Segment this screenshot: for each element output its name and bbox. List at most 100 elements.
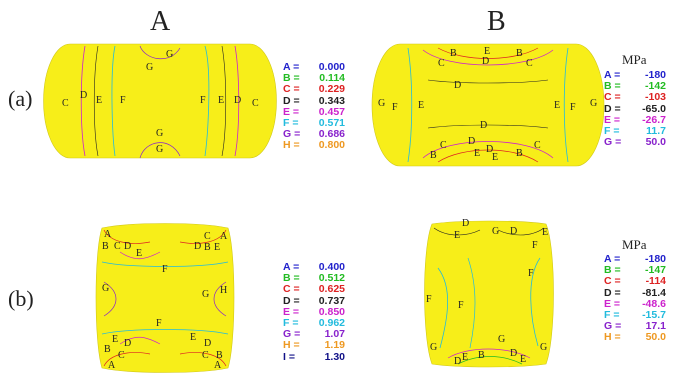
contour-letter: E bbox=[136, 248, 142, 259]
contour-letter: G bbox=[156, 144, 163, 155]
contour-letter: F bbox=[426, 294, 432, 305]
legend-row: H = 0.800 bbox=[283, 139, 345, 152]
legend-row: D = 0.343 bbox=[283, 94, 345, 107]
contour-letter: B bbox=[430, 150, 437, 161]
legend-row: E = -26.7 bbox=[604, 113, 666, 126]
contour-letter: G bbox=[146, 62, 153, 73]
legend-row: C = 0.229 bbox=[283, 83, 345, 96]
legend-row: F = 0.571 bbox=[283, 117, 345, 130]
legend-row: D = -65.0 bbox=[604, 102, 666, 115]
contour-letter: D bbox=[80, 90, 87, 101]
contour-letter: D bbox=[462, 218, 469, 229]
contour-letter: C bbox=[526, 58, 533, 69]
contour-letter: G bbox=[430, 342, 437, 353]
legend-row: C = -114 bbox=[604, 275, 666, 288]
contour-letter: D bbox=[454, 356, 461, 367]
row-label-b: (b) bbox=[8, 286, 34, 311]
contour-letter: E bbox=[190, 332, 196, 343]
legend-row: A = 0.400 bbox=[283, 261, 345, 273]
legend-row: G = 17.1 bbox=[604, 320, 666, 333]
legend-row: B = 0.114 bbox=[283, 72, 345, 85]
contour-letter: F bbox=[532, 240, 538, 251]
unit-label-top: MPa bbox=[622, 52, 647, 67]
legend-row: G = 50.0 bbox=[604, 136, 666, 149]
legend-b-b: A = -180 B = -147 C = -114 D = -81.4 E = -48.… bbox=[604, 253, 666, 344]
legend-row: D = -81.4 bbox=[604, 286, 666, 299]
contour-letter: G bbox=[166, 49, 173, 60]
legend-a-b: A = -180 B = -142 C = -103 D = -65.0 E = -26.… bbox=[604, 69, 666, 149]
contour-letter: D bbox=[482, 56, 489, 67]
contour-letter: G bbox=[378, 98, 385, 109]
contour-letter: E bbox=[214, 242, 220, 253]
legend-row: H = 50.0 bbox=[604, 331, 666, 344]
contour-letter: B bbox=[478, 350, 485, 361]
contour-letter: F bbox=[156, 318, 162, 329]
contour-panel-a-a: G G C D E F F E D C G G bbox=[43, 43, 277, 159]
contour-letter: C bbox=[114, 241, 121, 252]
contour-letter: C bbox=[204, 231, 211, 242]
contour-letter: B bbox=[450, 48, 457, 59]
contour-letter: G bbox=[540, 342, 547, 353]
contour-letter: G bbox=[590, 98, 597, 109]
legend-a-a: A = 0.000 B = 0.114 C = 0.229 D = 0.343 E = 0… bbox=[283, 61, 345, 152]
contour-letter: F bbox=[200, 95, 206, 106]
contour-letter: E bbox=[418, 100, 424, 111]
contour-letters-a-a: G G C D E F F E D C G G bbox=[62, 49, 259, 155]
contour-letter: B bbox=[104, 344, 111, 355]
contour-letter: E bbox=[492, 152, 498, 163]
contour-letter: F bbox=[120, 95, 126, 106]
contour-panel-b-a: A B C D E A C B D E F G G H F D E C B A … bbox=[95, 223, 235, 373]
legend-row: B = 0.512 bbox=[283, 272, 345, 285]
legend-row: E = 0.850 bbox=[283, 305, 345, 318]
contour-panel-b-b: D E G D E F F F F G D E G B D E G bbox=[424, 218, 554, 368]
contour-letter: D bbox=[124, 338, 131, 349]
contour-letter: D bbox=[486, 144, 493, 155]
contour-letter: F bbox=[458, 300, 464, 311]
contour-letter: D bbox=[204, 338, 211, 349]
contour-letter: G bbox=[202, 289, 209, 300]
contour-letter: E bbox=[112, 334, 118, 345]
legend-row: H = 1.19 bbox=[283, 339, 345, 352]
contour-letter: C bbox=[62, 98, 69, 109]
contour-letter: E bbox=[218, 95, 224, 106]
contour-letter: D bbox=[510, 226, 517, 237]
contour-letter: C bbox=[252, 98, 259, 109]
contour-letter: C bbox=[534, 140, 541, 151]
contour-letters-a-b: B C E D B C D G F E D E F G D B C E D E … bbox=[378, 46, 597, 163]
contour-letter: E bbox=[96, 95, 102, 106]
contour-letter: F bbox=[162, 264, 168, 275]
contour-letter: D bbox=[194, 241, 201, 252]
contour-letter: F bbox=[392, 102, 398, 113]
contour-letter: C bbox=[202, 350, 209, 361]
contour-letter: E bbox=[542, 227, 548, 238]
legend-row: C = -103 bbox=[604, 91, 666, 104]
contour-letter: A bbox=[104, 229, 112, 240]
contour-letter: D bbox=[124, 241, 131, 252]
contour-letter: C bbox=[440, 140, 447, 151]
legend-row: I = 1.30 bbox=[283, 350, 345, 363]
contour-letter: E bbox=[474, 148, 480, 159]
legend-row: G = 1.07 bbox=[283, 328, 345, 341]
legend-row: B = -142 bbox=[604, 80, 666, 93]
contour-panel-a-b: B C E D B C D G F E D E F G D B C E D E … bbox=[371, 43, 605, 167]
legend-row: A = 0.000 bbox=[283, 61, 345, 73]
contour-letter: C bbox=[118, 350, 125, 361]
contour-letter: B bbox=[516, 48, 523, 59]
contour-letter: B bbox=[204, 242, 211, 253]
unit-label-bottom: MPa bbox=[622, 237, 647, 252]
legend-row: A = -180 bbox=[604, 69, 666, 81]
contour-letter: G bbox=[102, 283, 109, 294]
legend-row: C = 0.625 bbox=[283, 283, 345, 296]
contour-letter: H bbox=[220, 285, 227, 296]
legend-row: B = -147 bbox=[604, 264, 666, 277]
contour-letter: A bbox=[214, 360, 222, 371]
contour-letter: F bbox=[528, 268, 534, 279]
contour-letter: E bbox=[554, 100, 560, 111]
contour-letter: C bbox=[438, 58, 445, 69]
contour-letter: E bbox=[454, 230, 460, 241]
contour-letter: D bbox=[468, 136, 475, 147]
legend-row: G = 0.686 bbox=[283, 128, 345, 141]
contour-letter: G bbox=[498, 334, 505, 345]
contour-letter: D bbox=[510, 348, 517, 359]
contour-letter: B bbox=[516, 148, 523, 159]
